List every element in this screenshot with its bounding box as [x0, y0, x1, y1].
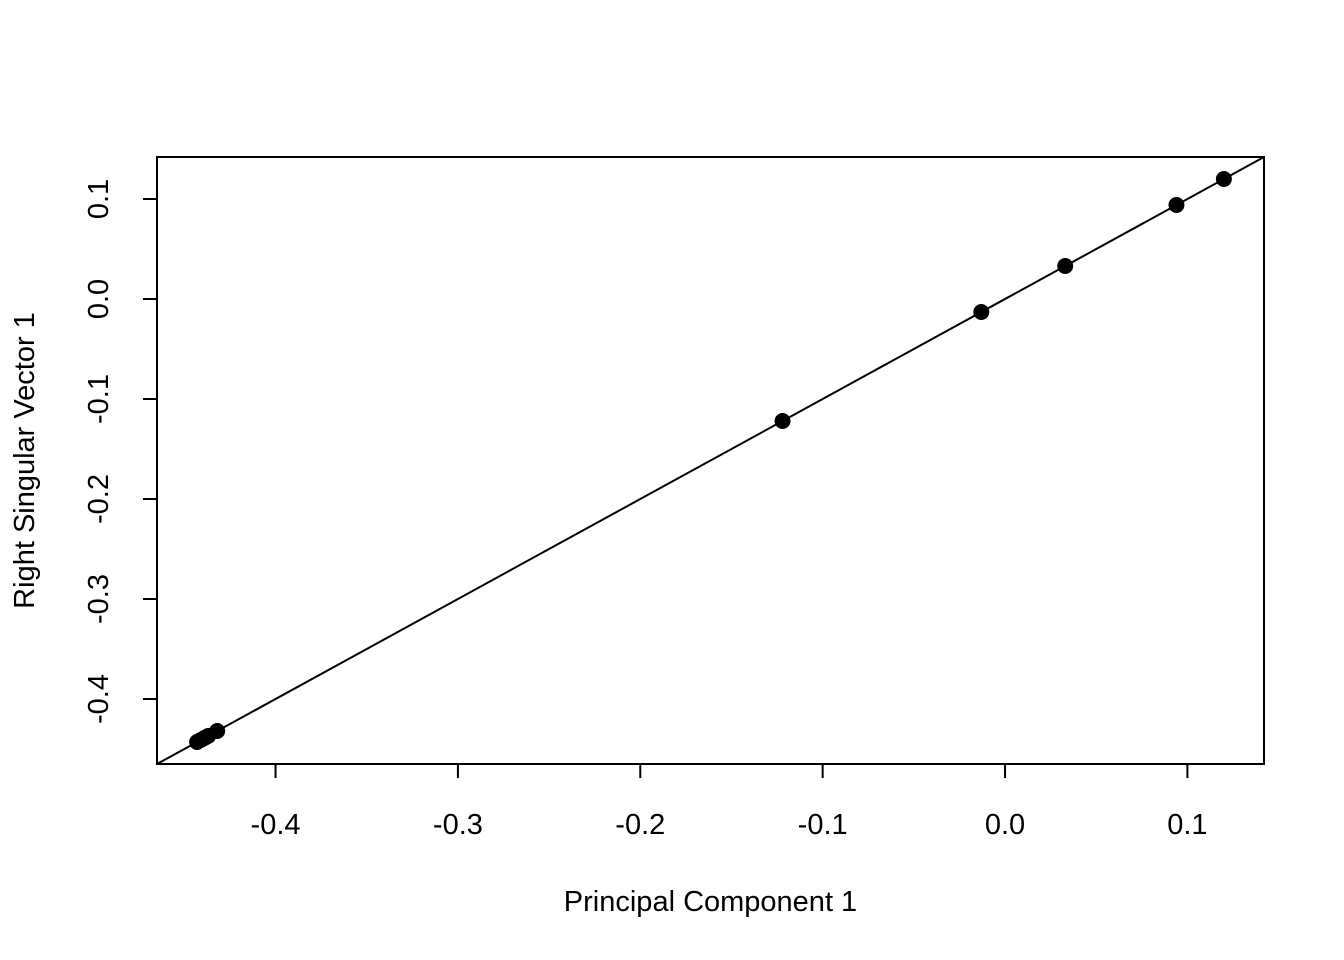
- y-tick-label: 0.0: [83, 279, 115, 319]
- points-layer: [189, 171, 1232, 750]
- y-tick-label: -0.1: [83, 374, 115, 424]
- x-axis: -0.4 -0.3 -0.2 -0.1 0.0 0.1: [251, 763, 1208, 841]
- x-tick-label: -0.1: [798, 809, 848, 841]
- x-tick-label: -0.3: [433, 809, 483, 841]
- y-tick-label: 0.1: [83, 179, 115, 219]
- y-axis: -0.4 -0.3 -0.2 -0.1 0.0 0.1: [83, 179, 158, 724]
- x-tick-label: 0.0: [985, 809, 1025, 841]
- data-point: [774, 413, 791, 429]
- y-tick-label: -0.3: [83, 574, 115, 624]
- y-axis-label: Right Singular Vector 1: [9, 312, 41, 609]
- x-tick-label: 0.1: [1167, 809, 1207, 841]
- x-tick-label: -0.4: [251, 809, 301, 841]
- data-point: [1168, 197, 1185, 213]
- data-point: [1057, 258, 1074, 274]
- y-tick-label: -0.2: [83, 474, 115, 524]
- y-tick-label: -0.4: [83, 674, 115, 724]
- data-point: [209, 723, 226, 739]
- reference-line: [156, 156, 1265, 765]
- x-tick-label: -0.2: [615, 809, 665, 841]
- data-point: [973, 304, 990, 320]
- data-point: [1215, 171, 1232, 187]
- x-axis-label: Principal Component 1: [564, 886, 857, 918]
- reference-line-layer: [156, 156, 1265, 765]
